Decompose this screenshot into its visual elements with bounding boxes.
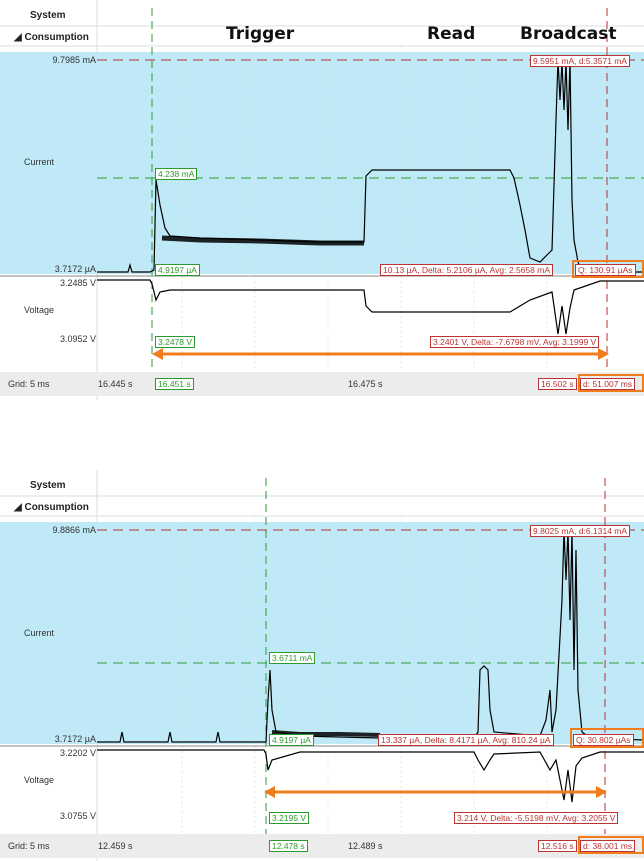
delta-time-readout: d: 38.001 ms (580, 840, 636, 852)
section-read: Read (427, 24, 476, 44)
waveform-plot-2 (0, 470, 644, 861)
consumption-label[interactable]: ◢ Consumption (14, 32, 89, 43)
voltage-axis-label: Voltage (24, 775, 55, 785)
voltage-trace (97, 749, 644, 803)
green-current-high-readout: 4.238 mA (155, 168, 198, 180)
current-max-label: 9.7985 mA (52, 55, 96, 65)
measurement-panel-2: System ◢ Consumption 9.8866 mA Current 3… (0, 470, 644, 861)
green-voltage-readout: 3.2478 V (155, 336, 196, 348)
time-mid-label: 12.489 s (348, 841, 383, 851)
green-voltage-readout: 3.2195 V (269, 812, 310, 824)
red-voltage-readout: 3.2401 V, Delta: -7.6798 mV, Avg: 3.1999… (430, 336, 600, 348)
green-current-high-readout: 3.6711 mA (269, 652, 316, 664)
red-charge-readout: Q: 30.802 µAs (573, 734, 634, 746)
red-voltage-readout: 3.214 V, Delta: -5.5198 mV, Avg: 3.2055 … (454, 812, 619, 824)
green-current-low-readout: 4.9197 µA (155, 264, 200, 276)
current-axis-label: Current (24, 628, 55, 638)
time-start-label: 16.445 s (98, 379, 133, 389)
red-top-readout: 9.8025 mA, d:6.1314 mA (530, 525, 631, 537)
section-broadcast: Broadcast (520, 24, 617, 44)
red-time-readout: 12.516 s (538, 840, 577, 852)
charge-highlight-box (570, 728, 644, 748)
green-time-readout: 16.451 s (155, 378, 194, 390)
current-trace (97, 529, 644, 743)
voltage-min-label: 3.0755 V (59, 811, 96, 821)
current-trace (97, 59, 644, 273)
current-highlight-band (0, 52, 644, 274)
delta-time-highlight-box (578, 836, 644, 854)
voltage-min-label: 3.0952 V (59, 334, 96, 344)
red-time-readout: 16.502 s (538, 378, 577, 390)
current-min-label: 3.7172 µA (54, 264, 96, 274)
consumption-label[interactable]: ◢ Consumption (14, 502, 89, 513)
voltage-max-label: 3.2485 V (59, 278, 96, 288)
time-start-label: 12.459 s (98, 841, 133, 851)
red-top-readout: 9.5951 mA, d:5.3571 mA (530, 55, 631, 67)
system-label: System (30, 480, 66, 491)
delta-time-readout: d: 51.007 ms (580, 378, 636, 390)
red-current-readout: 13.337 µA, Delta: 8.4171 µA, Avg: 810.24… (378, 734, 554, 746)
current-axis-label: Current (24, 157, 55, 167)
measurement-panel-1: System ◢ Consumption Trigger Read Broadc… (0, 0, 644, 400)
grid-label: Grid: 5 ms (8, 841, 50, 851)
voltage-axis-label: Voltage (24, 305, 55, 315)
voltage-trace (97, 279, 644, 335)
charge-highlight-box (572, 260, 644, 278)
time-mid-label: 16.475 s (348, 379, 383, 389)
time-axis-bar (0, 372, 644, 396)
voltage-max-label: 3.2202 V (59, 748, 96, 758)
grid-label: Grid: 5 ms (8, 379, 50, 389)
current-highlight-band (0, 522, 644, 744)
section-trigger: Trigger (226, 24, 295, 44)
current-max-label: 9.8866 mA (52, 525, 96, 535)
green-current-low-readout: 4.9197 µA (269, 734, 314, 746)
delta-time-highlight-box (578, 374, 644, 392)
current-min-label: 3.7172 µA (54, 734, 96, 744)
red-charge-readout: Q: 130.91 µAs (575, 264, 636, 276)
waveform-plot-1 (0, 0, 644, 400)
red-current-readout: 10.13 µA, Delta: 5.2106 µA, Avg: 2.5658 … (380, 264, 553, 276)
time-axis-bar (0, 834, 644, 858)
system-label: System (30, 10, 66, 21)
green-time-readout: 12.478 s (269, 840, 308, 852)
